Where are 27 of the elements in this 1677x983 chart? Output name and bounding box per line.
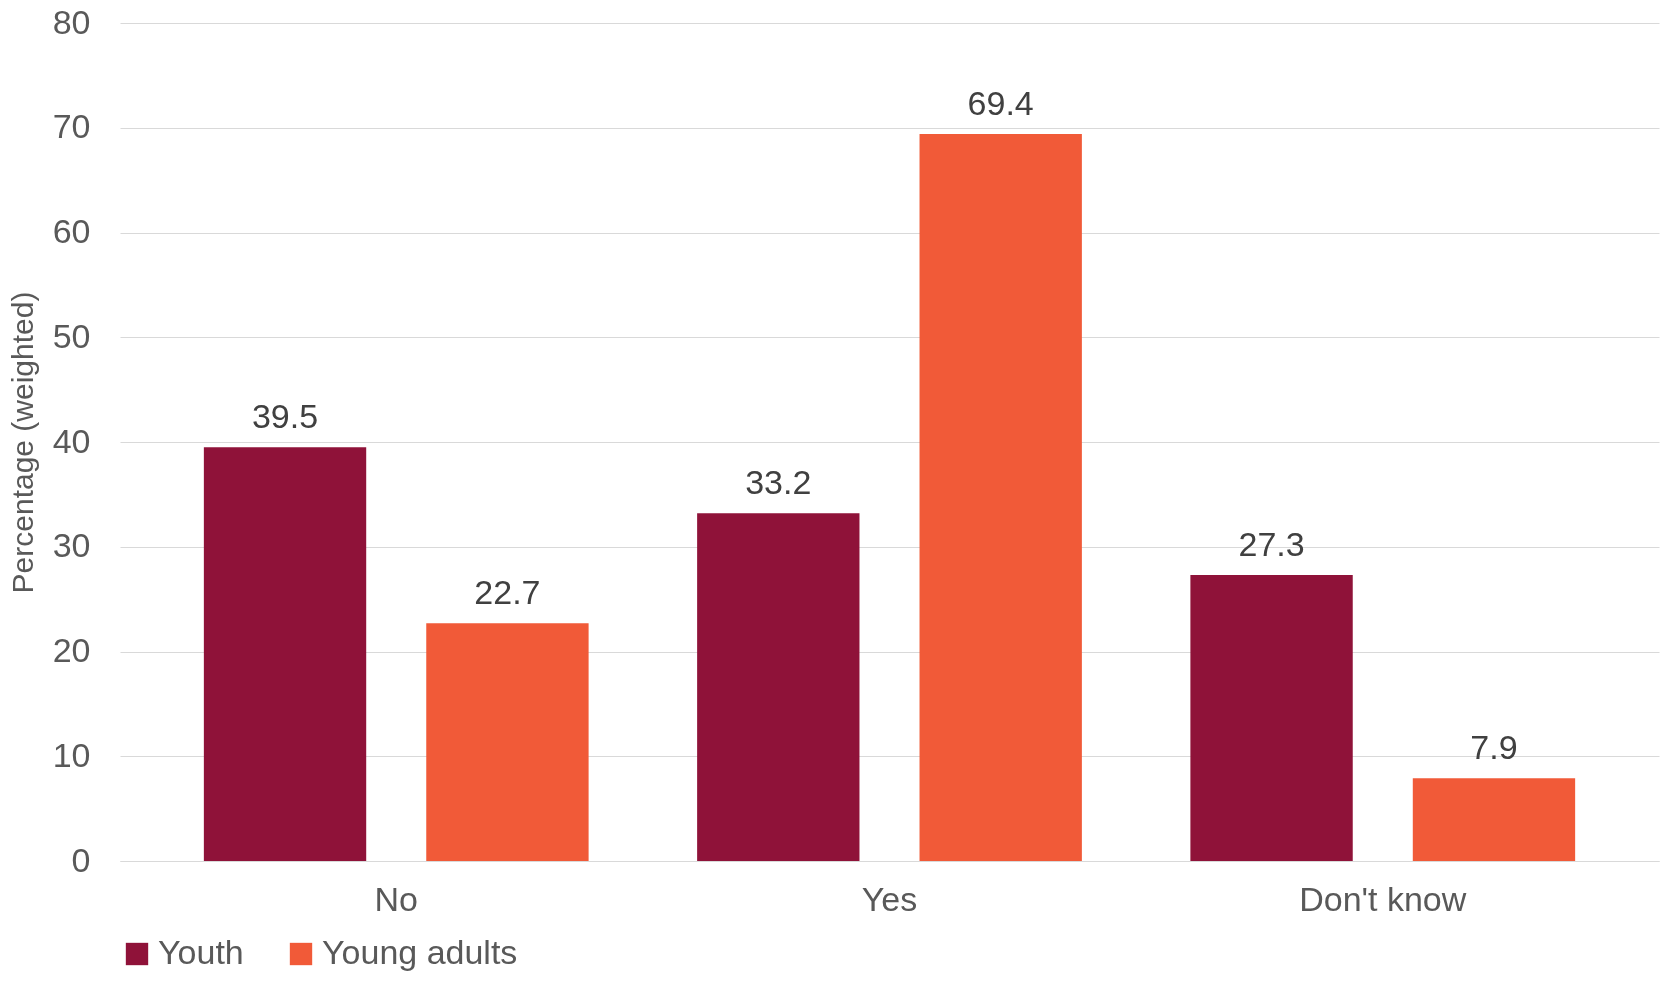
y-tick-label: 60: [52, 212, 91, 250]
data-label: 7.9: [1470, 728, 1518, 767]
bar: [1190, 575, 1353, 861]
y-tick-label: 80: [52, 2, 91, 41]
y-tick-label: 10: [52, 735, 91, 774]
y-tick-label: 30: [52, 526, 91, 565]
y-tick-label: 70: [52, 107, 91, 146]
bar: [1412, 778, 1576, 861]
bar: [203, 447, 367, 861]
data-label: 39.5: [251, 397, 319, 436]
x-tick-label: No: [374, 879, 418, 918]
y-tick-label: 20: [52, 631, 91, 669]
data-label: 27.3: [1238, 525, 1305, 564]
y-axis-title: Percentage (weighted): [5, 291, 39, 594]
legend-label: Youth: [158, 933, 244, 971]
data-label: 22.7: [474, 573, 541, 612]
data-label: 33.2: [745, 463, 812, 502]
y-tick-label: 50: [52, 316, 91, 355]
x-tick-label: Don't know: [1299, 879, 1467, 918]
x-tick-label: Yes: [861, 879, 918, 918]
y-tick-label: 40: [52, 421, 91, 460]
bar: [426, 623, 589, 861]
bar: [697, 513, 860, 861]
legend-label: Young adults: [322, 933, 518, 971]
bar: [919, 134, 1082, 861]
data-label: 69.4: [967, 84, 1034, 123]
y-tick-label: 0: [71, 840, 91, 879]
